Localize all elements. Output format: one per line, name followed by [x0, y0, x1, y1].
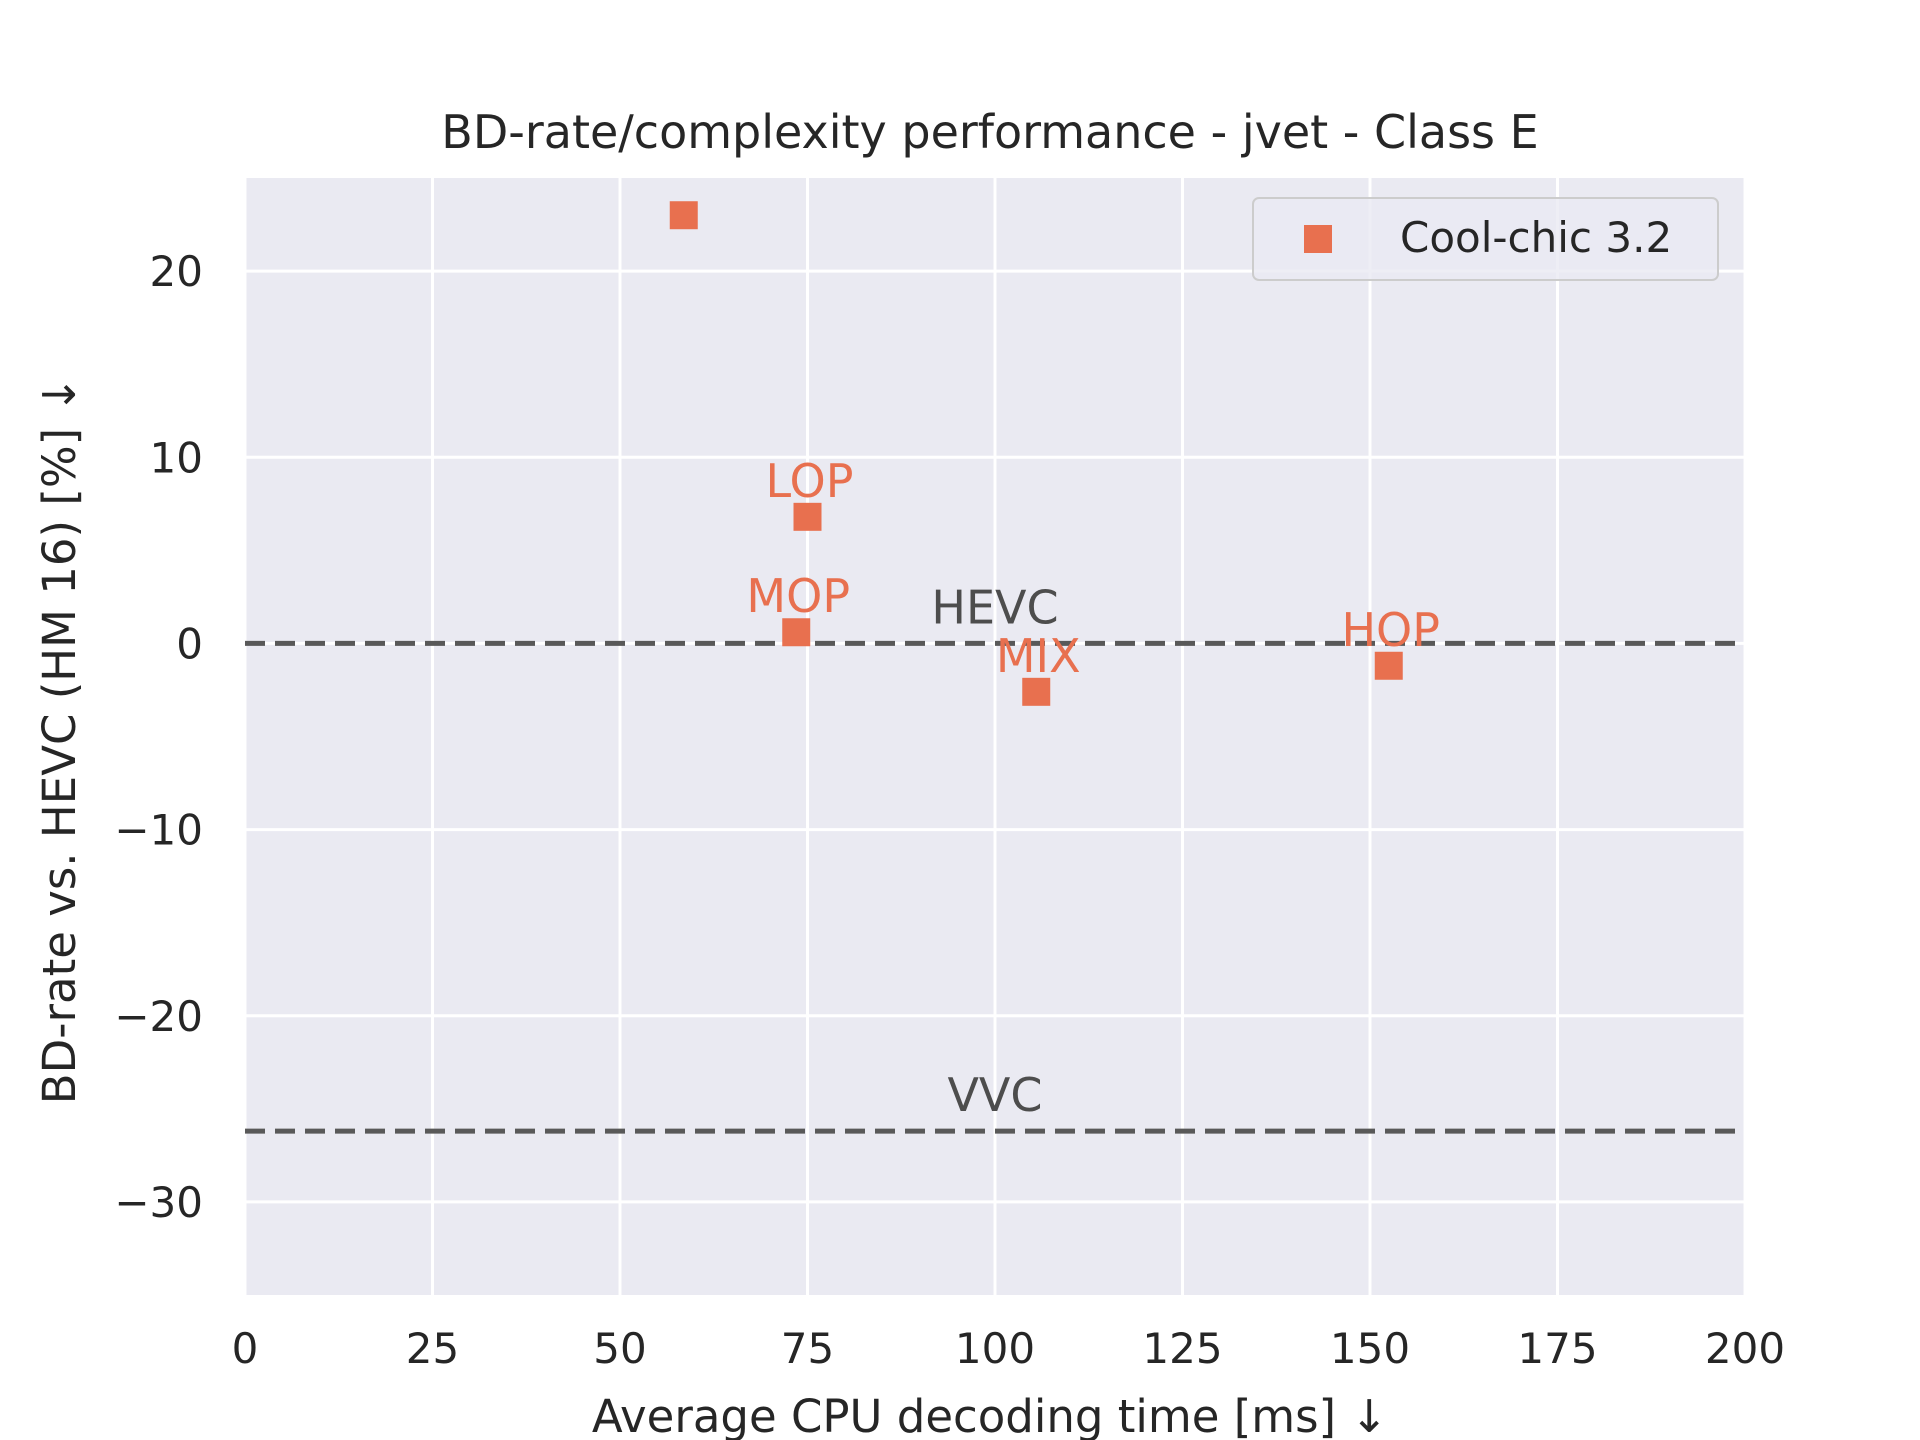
x-tick-label: 25 — [406, 1324, 459, 1373]
data-point — [782, 618, 811, 647]
x-axis-label: Average CPU decoding time [ms] ↓ — [592, 1390, 1388, 1440]
legend-marker — [1304, 225, 1332, 253]
x-tick-label: 75 — [781, 1324, 834, 1373]
data-points: LOP MOP MIX HOP — [669, 201, 1440, 706]
point-label-mix: MIX — [996, 629, 1081, 683]
x-tick-label: 0 — [232, 1324, 259, 1373]
legend-label: Cool-chic 3.2 — [1400, 213, 1672, 262]
y-tick-label: −10 — [114, 806, 203, 855]
data-point — [669, 201, 698, 230]
y-tick-label: −30 — [114, 1178, 203, 1227]
x-tick-label: 50 — [593, 1324, 646, 1373]
y-tick-label: 20 — [150, 247, 203, 296]
y-axis-label: BD-rate vs. HEVC (HM 16) [%] ↓ — [33, 376, 86, 1104]
x-tick-label: 150 — [1330, 1324, 1410, 1373]
reference-label-hevc: HEVC — [931, 580, 1058, 634]
x-tick-label: 100 — [955, 1324, 1035, 1373]
legend-box — [1252, 197, 1719, 281]
x-tick-label: 200 — [1705, 1324, 1785, 1373]
x-axis-ticks: 0 25 50 75 100 125 150 175 200 — [232, 1324, 1785, 1373]
data-point — [1374, 651, 1403, 680]
point-label-mop: MOP — [746, 569, 850, 623]
legend: Cool-chic 3.2 — [1252, 197, 1719, 281]
data-point — [1022, 677, 1051, 706]
y-tick-label: −20 — [114, 992, 203, 1041]
x-tick-label: 175 — [1517, 1324, 1597, 1373]
reference-lines: HEVC VVC — [245, 580, 1745, 1134]
x-tick-label: 125 — [1142, 1324, 1222, 1373]
y-tick-label: 0 — [176, 619, 203, 668]
point-label-lop: LOP — [766, 454, 854, 508]
point-label-hop: HOP — [1341, 603, 1440, 657]
reference-label-vvc: VVC — [947, 1068, 1042, 1122]
y-tick-label: 10 — [150, 433, 203, 482]
y-axis-ticks: −30 −20 −10 0 10 20 — [114, 247, 203, 1227]
grid-lines — [243, 178, 1747, 1295]
data-point — [793, 502, 822, 531]
chart-title: BD-rate/complexity performance - jvet - … — [441, 105, 1538, 159]
